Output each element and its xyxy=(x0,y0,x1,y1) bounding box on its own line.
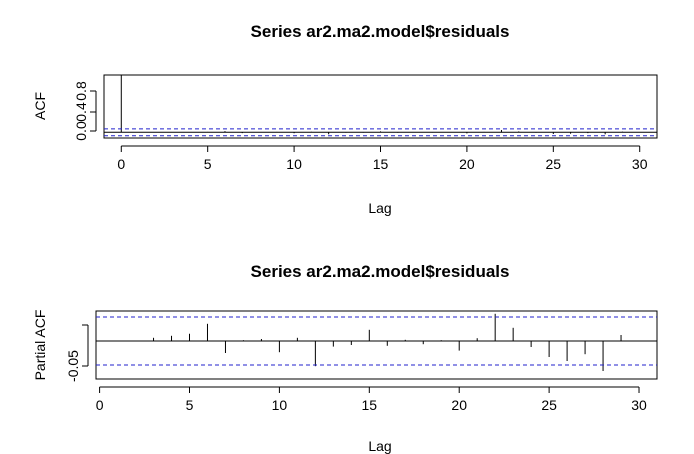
acf-y-tick-label: 0.4 xyxy=(73,102,89,122)
pacf-chart: Series ar2.ma2.model$residuals 0 5 10 15 20 2… xyxy=(32,262,658,454)
pacf-plot-frame xyxy=(95,310,658,380)
acf-bars xyxy=(104,75,657,135)
acf-chart: Series ar2.ma2.model$residuals 0 5 10 15 20 2… xyxy=(32,22,658,216)
acf-x-tick-label: 15 xyxy=(373,156,389,172)
pacf-x-tick-label: 0 xyxy=(96,397,104,413)
acf-x-tick-label: 5 xyxy=(204,156,212,172)
pacf-y-axis: -0.05 xyxy=(65,324,89,382)
pacf-x-tick-label: 10 xyxy=(272,397,288,413)
acf-y-tick-label: 0.8 xyxy=(73,81,89,101)
acf-x-label: Lag xyxy=(368,200,391,216)
pacf-x-label: Lag xyxy=(368,438,391,454)
acf-y-label: ACF xyxy=(32,92,48,120)
pacf-x-tick-label: 5 xyxy=(186,397,194,413)
acf-x-tick-label: 0 xyxy=(117,156,125,172)
acf-x-tick-label: 30 xyxy=(632,156,648,172)
pacf-y-label: Partial ACF xyxy=(32,310,48,381)
acf-x-tick-label: 10 xyxy=(286,156,302,172)
acf-title: Series ar2.ma2.model$residuals xyxy=(251,22,510,41)
acf-x-tick-label: 25 xyxy=(546,156,562,172)
pacf-x-tick-label: 20 xyxy=(451,397,467,413)
acf-y-axis: 0.00.40.8 xyxy=(73,81,97,141)
acf-x-axis: 0 5 10 15 20 25 30 xyxy=(117,145,648,172)
pacf-bars xyxy=(96,313,657,371)
pacf-x-tick-label: 15 xyxy=(362,397,378,413)
pacf-x-tick-label: 30 xyxy=(631,397,647,413)
acf-plot-frame xyxy=(103,74,658,139)
acf-x-tick-label: 20 xyxy=(459,156,475,172)
pacf-title: Series ar2.ma2.model$residuals xyxy=(251,262,510,281)
pacf-x-axis: 0 5 10 15 20 25 30 xyxy=(96,386,647,413)
acf-confidence-bounds xyxy=(104,128,657,137)
pacf-x-tick-label: 25 xyxy=(541,397,557,413)
acf-y-tick-label: 0.0 xyxy=(73,121,89,141)
pacf-y-tick-label: -0.05 xyxy=(65,350,81,382)
pacf-confidence-bounds xyxy=(96,316,657,366)
